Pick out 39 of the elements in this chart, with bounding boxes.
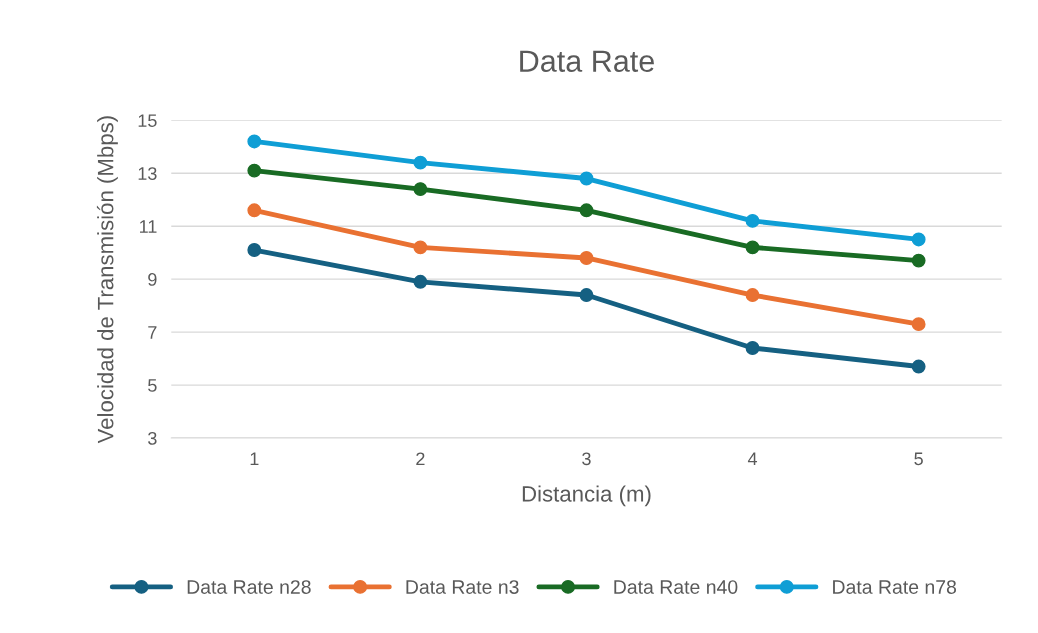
y-tick-label: 15 (138, 114, 157, 127)
x-tick-label: 3 (582, 452, 591, 466)
point (911, 253, 926, 268)
point (745, 240, 760, 255)
point (413, 155, 428, 170)
y-tick-label: 5 (148, 379, 157, 392)
y-tick-label: 13 (138, 167, 157, 180)
legend-label: Data Rate n28 (187, 580, 311, 594)
y-tick-label: 11 (140, 220, 157, 233)
point (579, 171, 594, 186)
x-tick-label: 4 (747, 452, 758, 466)
point (745, 213, 760, 228)
y-axis-title: Velocidad de Transmisión (Mbps) (96, 116, 118, 444)
y-tick-label: 3 (148, 431, 157, 445)
legend-label: Data Rate n78 (833, 580, 957, 594)
point (247, 243, 262, 257)
x-tick-label: 1 (250, 452, 259, 466)
legend-label: Data Rate n40 (614, 580, 738, 594)
x-tick-label: 5 (914, 452, 923, 466)
point (745, 288, 760, 302)
point (579, 251, 594, 265)
point (247, 203, 262, 218)
x-tick-label: 2 (416, 452, 425, 466)
point (413, 240, 428, 255)
point (745, 341, 760, 355)
point (911, 359, 926, 374)
point (579, 288, 594, 302)
chart-title: Data Rate (520, 50, 654, 72)
point (247, 163, 262, 178)
y-tick-label: 7 (148, 326, 157, 339)
x-axis-title: Distancia (m) (522, 485, 651, 507)
legend-label: Data Rate n3 (406, 580, 519, 594)
point (911, 232, 926, 247)
point (413, 182, 428, 197)
point (413, 274, 428, 289)
point (579, 203, 594, 218)
y-tick-label: 9 (148, 273, 157, 286)
point (247, 134, 262, 149)
point (911, 317, 926, 332)
